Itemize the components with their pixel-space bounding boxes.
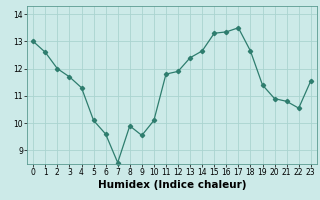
X-axis label: Humidex (Indice chaleur): Humidex (Indice chaleur) xyxy=(98,180,246,190)
